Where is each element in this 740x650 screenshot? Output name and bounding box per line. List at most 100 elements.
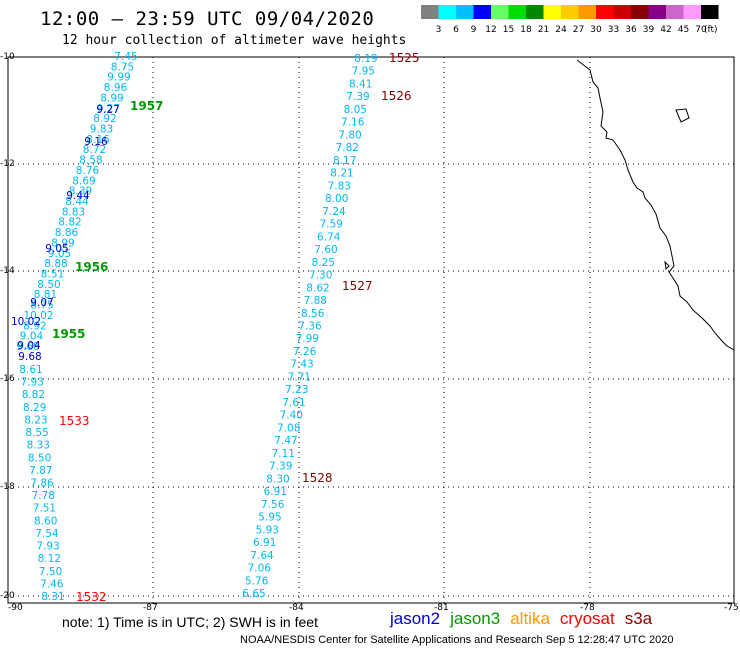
colorbar-label: 27 bbox=[573, 25, 584, 35]
swh-value: 7.30 bbox=[309, 270, 332, 282]
swh-value: 7.46 bbox=[40, 578, 64, 590]
swh-value: 8.82 bbox=[58, 217, 81, 229]
swh-value: 7.54 bbox=[35, 528, 59, 540]
swh-value: 9.04 bbox=[20, 331, 44, 343]
swh-value: 8.72 bbox=[83, 144, 106, 156]
swh-value: 7.82 bbox=[336, 142, 359, 154]
colorbar-swatch bbox=[561, 5, 579, 19]
colorbar-swatch bbox=[526, 5, 544, 19]
swh-value: 7.08 bbox=[277, 422, 300, 434]
y-tick-label: -18 bbox=[0, 482, 15, 492]
colorbar-label: 18 bbox=[520, 25, 532, 35]
x-tick-label: -90 bbox=[8, 603, 23, 613]
swh-value: 7.39 bbox=[346, 91, 369, 103]
swh-value: 7.86 bbox=[30, 478, 54, 490]
colorbar-label: 36 bbox=[625, 25, 637, 35]
swh-value: 7.95 bbox=[352, 66, 375, 78]
swh-value: 9.16 bbox=[84, 136, 108, 148]
swh-value: 7.78 bbox=[32, 490, 55, 502]
x-tick-label: -75 bbox=[724, 603, 739, 613]
swh-value: 7.71 bbox=[288, 372, 311, 384]
swh-value: 7.24 bbox=[322, 206, 346, 218]
swh-value: 9.27 bbox=[97, 103, 120, 115]
swh-value: 8.61 bbox=[19, 364, 42, 376]
swh-value: 8.55 bbox=[25, 427, 48, 439]
swh-value: 8.33 bbox=[27, 440, 50, 452]
swh-value: 8.39 bbox=[69, 186, 92, 198]
note-text: note: 1) Time is in UTC; 2) SWH is in fe… bbox=[62, 614, 318, 630]
satellite-legend: jason2 jason3 altika cryosat s3a bbox=[390, 609, 662, 629]
swh-value: 5.76 bbox=[245, 575, 269, 587]
colorbar-label: 15 bbox=[503, 25, 514, 35]
swh-value: 7.50 bbox=[39, 566, 62, 578]
swh-value: 8.00 bbox=[325, 193, 348, 205]
track-middle: 8.197.958.417.398.057.167.807.828.178.21… bbox=[242, 53, 377, 600]
swh-value: 8.75 bbox=[30, 300, 53, 312]
island-small bbox=[664, 260, 670, 271]
swh-value: 8.30 bbox=[266, 473, 289, 485]
colorbar-label: 12 bbox=[485, 25, 496, 35]
swh-value: 7.23 bbox=[285, 384, 308, 396]
swh-value: 9.99 bbox=[107, 72, 130, 84]
legend-jason3: jason3 bbox=[450, 609, 501, 628]
swh-value: 10.02 bbox=[11, 316, 41, 328]
colorbar-swatch bbox=[648, 5, 666, 19]
colorbar-legend: 3 6 9 12 15 18 21 24 27 30 33 36 39 42 45 70(ft) bbox=[421, 5, 719, 35]
y-tick-label: -16 bbox=[0, 374, 15, 384]
swh-value: 7.16 bbox=[341, 117, 365, 129]
swh-value: 8.99 bbox=[100, 92, 123, 104]
legend-altika: altika bbox=[510, 609, 550, 628]
swh-value: 7.61 bbox=[282, 397, 305, 409]
x-tick-label: -84 bbox=[289, 603, 304, 613]
swh-value: 8.41 bbox=[349, 79, 372, 91]
y-tick-label: -20 bbox=[0, 591, 15, 601]
map-frame bbox=[7, 56, 735, 604]
swh-value: 8.51 bbox=[41, 269, 64, 281]
swh-value: 8.60 bbox=[34, 515, 57, 527]
swh-value: 9.68 bbox=[18, 351, 41, 363]
jason3-time-label: 1956 bbox=[75, 260, 108, 274]
legend-cryosat: cryosat bbox=[559, 609, 615, 628]
s3a-time-label: 1526 bbox=[381, 89, 412, 103]
swh-value: 8.58 bbox=[79, 155, 102, 167]
swh-value: 9.05 bbox=[48, 248, 71, 260]
swh-value: 7.56 bbox=[261, 499, 285, 511]
swh-value: 8.25 bbox=[312, 257, 335, 269]
colorbar-label: 21 bbox=[538, 25, 549, 35]
swh-value: 9.83 bbox=[90, 124, 113, 136]
swh-value: 9.68 bbox=[16, 341, 39, 353]
swh-value: 7.51 bbox=[33, 503, 56, 515]
colorbar-swatch bbox=[683, 5, 701, 19]
s3a-time-label: 1528 bbox=[302, 471, 333, 485]
swh-value: 6.91 bbox=[253, 537, 276, 549]
swh-value: 9.44 bbox=[66, 190, 90, 202]
colorbar-swatch bbox=[613, 5, 631, 19]
colorbar-swatch bbox=[473, 5, 491, 19]
colorbar-label: 30 bbox=[590, 25, 602, 35]
swh-value: 8.86 bbox=[55, 227, 79, 239]
track-left-lower: 8.617.938.828.298.238.558.338.507.877.86… bbox=[19, 364, 64, 603]
colorbar-swatch bbox=[701, 5, 719, 19]
swh-value: 8.96 bbox=[104, 82, 128, 94]
colorbar-swatch bbox=[456, 5, 474, 19]
colorbar-label: 42 bbox=[660, 25, 671, 35]
colorbar-label: 3 bbox=[436, 25, 442, 35]
swh-value: 8.62 bbox=[306, 282, 329, 294]
swh-value: 9.07 bbox=[30, 297, 53, 309]
colorbar-swatch bbox=[631, 5, 649, 19]
island bbox=[675, 108, 690, 123]
map-subtitle: 12 hour collection of altimeter wave hei… bbox=[62, 33, 407, 48]
swh-value: 8.05 bbox=[344, 104, 367, 116]
swh-value: 7.83 bbox=[328, 180, 351, 192]
coastline bbox=[576, 59, 735, 351]
legend-s3a: s3a bbox=[624, 609, 653, 628]
swh-value: 7.40 bbox=[280, 410, 303, 422]
swh-value: 7.88 bbox=[304, 295, 327, 307]
swh-value: 7.59 bbox=[320, 219, 343, 231]
colorbar-swatch bbox=[596, 5, 614, 19]
x-tick-label: -87 bbox=[143, 603, 158, 613]
swh-value: 8.92 bbox=[23, 320, 46, 332]
swh-value: 8.19 bbox=[354, 53, 377, 65]
swh-value: 7.80 bbox=[338, 129, 361, 141]
